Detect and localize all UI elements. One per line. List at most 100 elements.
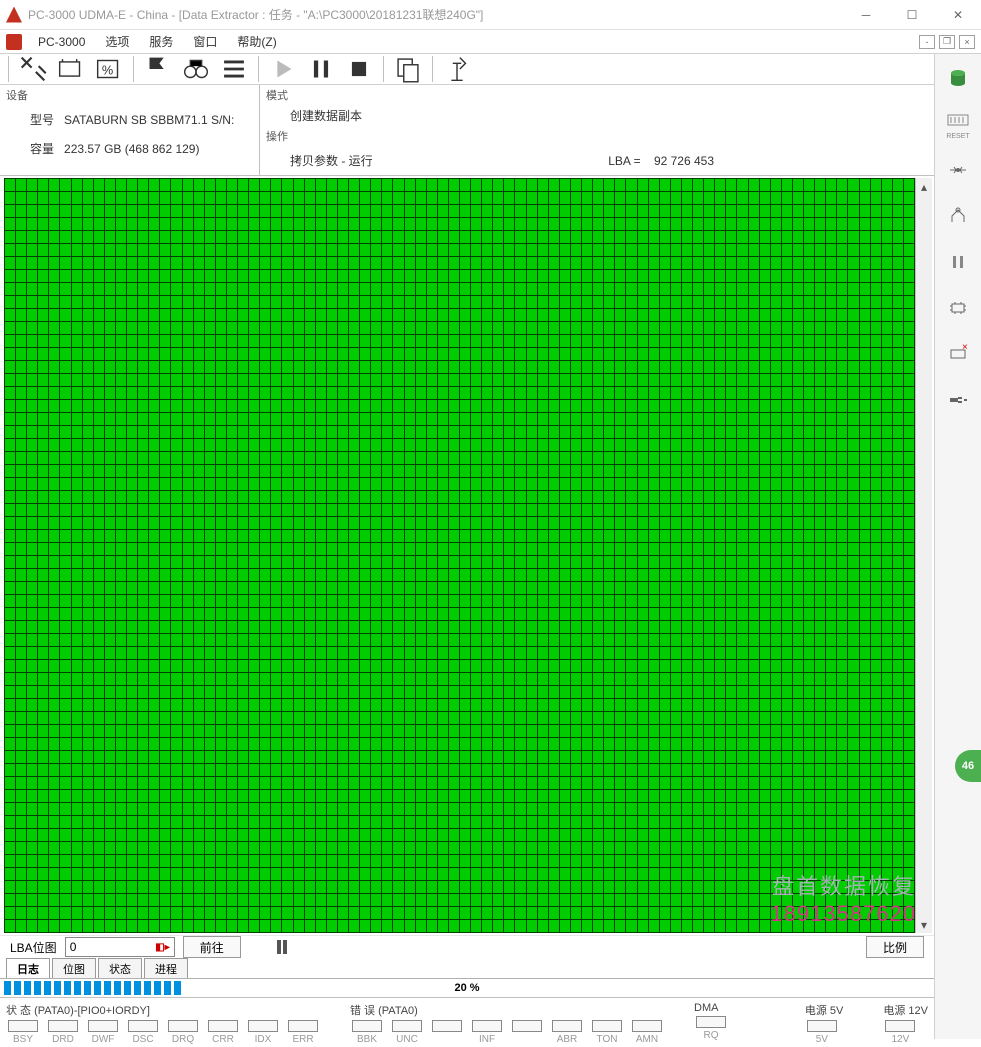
menu-service[interactable]: 服务 — [139, 33, 183, 50]
device-group-title: 设备 — [0, 85, 259, 105]
copy-icon[interactable] — [390, 54, 426, 84]
status-flag — [430, 1020, 464, 1045]
pause-indicator-icon — [277, 940, 289, 954]
mdi-restore[interactable]: ❐ — [939, 35, 955, 49]
tab-status[interactable]: 状态 — [98, 958, 142, 978]
err-title: 错 误 (PATA0) — [350, 1002, 664, 1018]
status-flag: BBK — [350, 1020, 384, 1045]
app-icon — [6, 7, 22, 23]
status-flag: INF — [470, 1020, 504, 1045]
window-title: PC-3000 UDMA-E - China - [Data Extractor… — [28, 6, 843, 23]
exit-icon[interactable] — [439, 54, 475, 84]
titlebar: PC-3000 UDMA-E - China - [Data Extractor… — [0, 0, 981, 30]
scroll-up-icon[interactable]: ▴ — [916, 178, 932, 195]
percent-icon[interactable]: % — [91, 54, 127, 84]
capacity-label: 容量 — [30, 142, 54, 156]
menu-window[interactable]: 窗口 — [183, 33, 227, 50]
side-toolbar: RESET × — [935, 54, 981, 1039]
maximize-button[interactable]: ☐ — [889, 0, 935, 30]
lba-input[interactable]: 0 ◧▸ — [65, 937, 175, 957]
sector-grid[interactable] — [4, 178, 915, 933]
status-flag: AMN — [630, 1020, 664, 1045]
dma-title: DMA — [694, 1002, 728, 1014]
lba-input-value: 0 — [70, 940, 77, 954]
op-value: 拷贝参数 - 运行 — [290, 152, 373, 169]
tab-log[interactable]: 日志 — [6, 958, 50, 978]
flag-icon[interactable] — [140, 54, 176, 84]
status-flag: RQ — [694, 1016, 728, 1041]
pata-title: 状 态 (PATA0)-[PIO0+IORDY] — [6, 1002, 320, 1018]
menu-help[interactable]: 帮助(Z) — [227, 33, 286, 50]
sector-map-area: ▴ ▾ 盘首数据恢复 18913587620 — [0, 176, 934, 935]
status-flag: UNC — [390, 1020, 424, 1045]
mdi-close[interactable]: × — [959, 35, 975, 49]
reset-icon[interactable]: RESET — [942, 108, 974, 140]
status-flag: DRQ — [166, 1020, 200, 1045]
lba-bitmap-label: LBA位图 — [10, 939, 57, 956]
status-flag: DRD — [46, 1020, 80, 1045]
app-icon-small — [6, 34, 22, 50]
list-icon[interactable] — [216, 54, 252, 84]
menubar: PC-3000 选项 服务 窗口 帮助(Z) - ❐ × — [0, 30, 981, 54]
close-button[interactable]: ✕ — [935, 0, 981, 30]
mode-group-title: 模式 — [260, 85, 934, 105]
chip-icon[interactable] — [942, 292, 974, 324]
pause-icon[interactable] — [303, 54, 339, 84]
op-row: 拷贝参数 - 运行 LBA = 92 726 453 — [260, 146, 934, 175]
info-panel: 设备 型号 SATABURN SB SBBM71.1 S/N: 容量 223.5… — [0, 85, 934, 176]
mdi-minimize[interactable]: - — [919, 35, 935, 49]
status-flag: TON — [590, 1020, 624, 1045]
minimize-button[interactable]: ─ — [843, 0, 889, 30]
status-flag: CRR — [206, 1020, 240, 1045]
tabs-row: 日志 位图 状态 进程 — [0, 958, 934, 979]
svg-text:%: % — [102, 63, 113, 78]
toolbar: % — [0, 54, 934, 85]
pause-side-icon[interactable] — [942, 246, 974, 278]
status-flag: ERR — [286, 1020, 320, 1045]
status-flag: DWF — [86, 1020, 120, 1045]
status-flag: DSC — [126, 1020, 160, 1045]
pwr12-title: 电源 12V — [883, 1002, 928, 1018]
progress-bar — [4, 981, 184, 995]
status-flag: IDX — [246, 1020, 280, 1045]
goto-button[interactable]: 前往 — [183, 936, 241, 958]
capacity-row: 容量 223.57 GB (468 862 129) — [0, 134, 259, 163]
svg-text:×: × — [962, 342, 968, 353]
status-flag — [510, 1020, 544, 1045]
plug-icon[interactable] — [942, 384, 974, 416]
tab-process[interactable]: 进程 — [144, 958, 188, 978]
mode-value: 创建数据副本 — [260, 105, 934, 126]
range-icon[interactable] — [53, 54, 89, 84]
op-group-title: 操作 — [260, 126, 934, 146]
menu-pc3000[interactable]: PC-3000 — [28, 35, 95, 49]
capacity-value: 223.57 GB (468 862 129) — [64, 142, 199, 156]
pwr5-title: 电源 5V — [805, 1002, 844, 1018]
model-label: 型号 — [30, 113, 54, 127]
progress-row: 20 % — [0, 979, 934, 997]
model-value: SATABURN SB SBBM71.1 S/N: — [64, 113, 234, 127]
scale-button[interactable]: 比例 — [866, 936, 924, 958]
pwr5-val: 5V — [816, 1034, 828, 1045]
status-strip: 状 态 (PATA0)-[PIO0+IORDY] BSYDRDDWFDSCDRQ… — [0, 997, 934, 1047]
tab-bitmap[interactable]: 位图 — [52, 958, 96, 978]
vertical-scrollbar[interactable]: ▴ ▾ — [915, 178, 932, 933]
seek-icon[interactable] — [942, 154, 974, 186]
eject-icon[interactable]: × — [942, 338, 974, 370]
status-flag: BSY — [6, 1020, 40, 1045]
lba-nav-row: LBA位图 0 ◧▸ 前往 比例 — [0, 935, 934, 958]
play-icon[interactable] — [265, 54, 301, 84]
cylinder-icon[interactable] — [942, 62, 974, 94]
side-badge[interactable]: 46 — [955, 750, 981, 782]
scroll-down-icon[interactable]: ▾ — [916, 916, 932, 933]
status-flag: ABR — [550, 1020, 584, 1045]
tools-icon[interactable] — [15, 54, 51, 84]
lba-label: LBA = — [608, 154, 640, 168]
lba-marker-icon: ◧▸ — [155, 942, 169, 953]
connector-icon[interactable] — [942, 200, 974, 232]
menu-options[interactable]: 选项 — [95, 33, 139, 50]
binoculars-icon[interactable] — [178, 54, 214, 84]
stop-icon[interactable] — [341, 54, 377, 84]
model-row: 型号 SATABURN SB SBBM71.1 S/N: — [0, 105, 259, 134]
lba-value: 92 726 453 — [654, 154, 714, 168]
pwr12-val: 12V — [891, 1034, 909, 1045]
